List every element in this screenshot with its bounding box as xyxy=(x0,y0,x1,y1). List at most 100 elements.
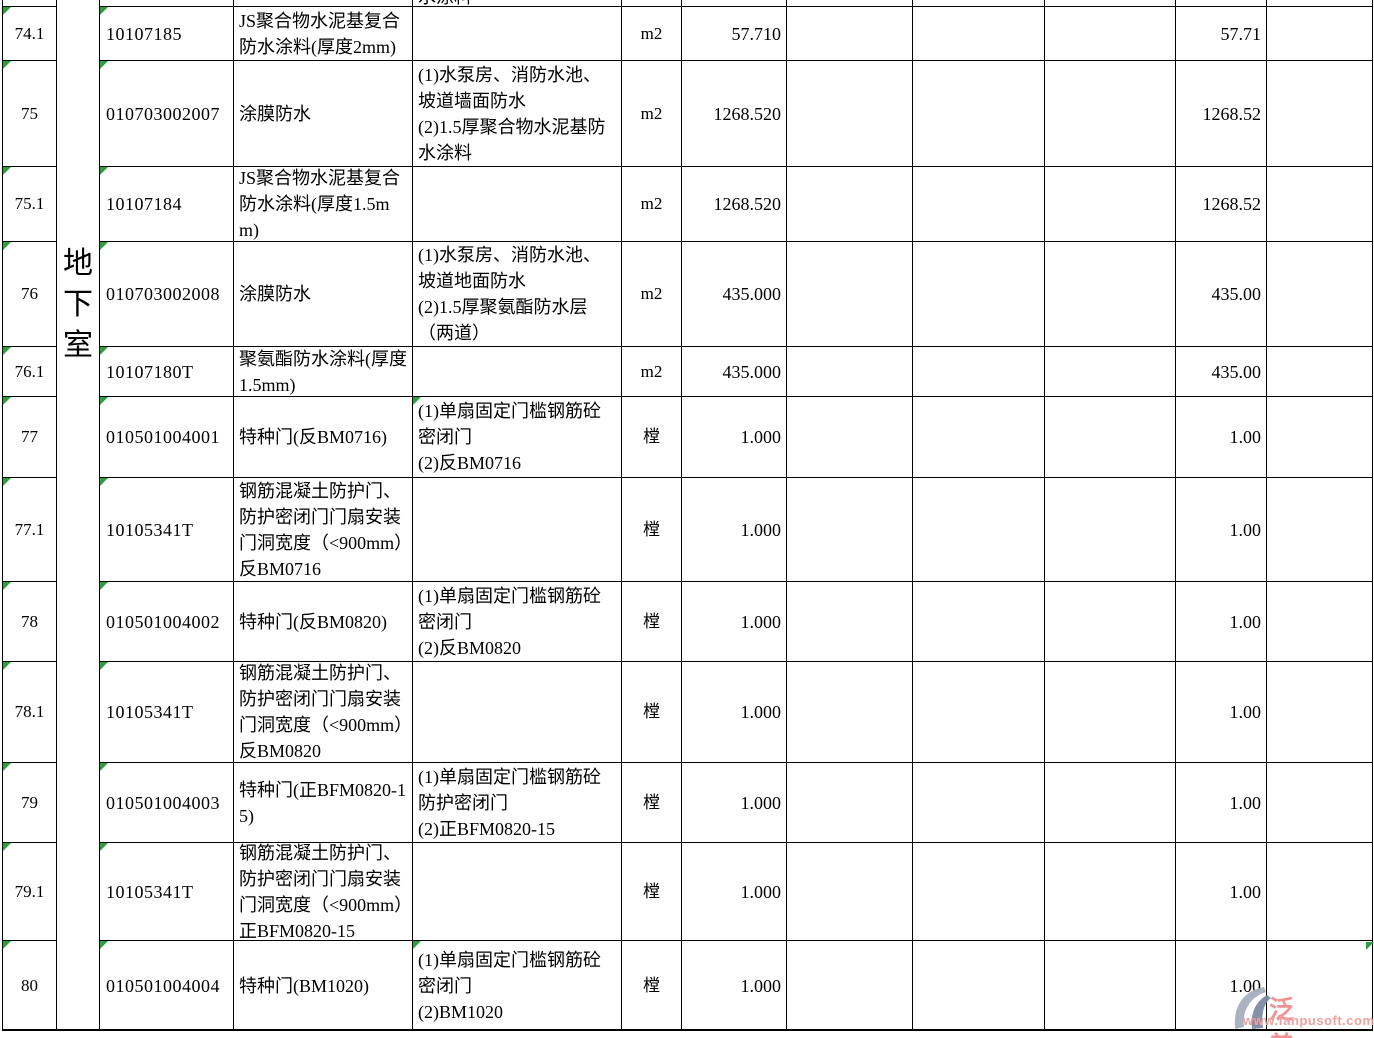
cell-unit[interactable]: m2 xyxy=(621,166,682,242)
cell-item-code[interactable]: 010501004002 xyxy=(99,581,234,662)
cell-item-name[interactable]: 钢筋混凝土防护门、防护密闭门门扇安装门洞宽度（<900mm）反BM0716 xyxy=(233,477,413,582)
cell-unit[interactable]: m2 xyxy=(621,60,682,167)
cell-final-quantity[interactable]: 1.00 xyxy=(1175,396,1267,478)
cell-row-number[interactable]: 79 xyxy=(2,762,57,843)
cell-empty[interactable] xyxy=(1044,581,1176,662)
cell-empty[interactable] xyxy=(1044,346,1176,397)
cell-item-name[interactable]: JS聚合物水泥基复合防水涂料(厚度2mm) xyxy=(233,6,413,61)
cell-final-quantity[interactable]: 1.00 xyxy=(1175,661,1267,763)
cell-row-number[interactable]: 75.1 xyxy=(2,166,57,242)
cell-item-code[interactable]: 10105341T xyxy=(99,842,234,941)
cell-item-description[interactable] xyxy=(412,166,622,242)
section-merged-cell[interactable]: 地下室 xyxy=(56,0,100,1031)
cell-item-description[interactable]: (1)水泵房、消防水池、坡道墙面防水 (2)1.5厚聚合物水泥基防水涂料 xyxy=(412,60,622,167)
cell-empty[interactable] xyxy=(1044,241,1176,347)
cell-item-name[interactable]: 涂膜防水 xyxy=(233,241,413,347)
cell-item-description[interactable]: (1)单扇固定门槛钢筋砼密闭门 (2)反BM0820 xyxy=(412,581,622,662)
cell-item-description[interactable] xyxy=(412,477,622,582)
cell-quantity[interactable]: 1.000 xyxy=(681,477,787,582)
cell-quantity[interactable]: 1.000 xyxy=(681,940,787,1031)
cell-final-quantity[interactable]: 57.71 xyxy=(1175,6,1267,61)
cell-unit[interactable]: 樘 xyxy=(621,661,682,763)
cell-unit[interactable]: 樘 xyxy=(621,762,682,843)
cell-final-quantity[interactable]: 1268.52 xyxy=(1175,60,1267,167)
cell-final-quantity[interactable]: 435.00 xyxy=(1175,241,1267,347)
cell-empty[interactable] xyxy=(1044,6,1176,61)
cell-quantity[interactable]: 1.000 xyxy=(681,842,787,941)
cell-empty[interactable] xyxy=(786,581,913,662)
cell-final-quantity[interactable]: 1268.52 xyxy=(1175,166,1267,242)
cell-item-name[interactable]: 特种门(正BFM0820-15) xyxy=(233,762,413,843)
cell-empty[interactable] xyxy=(786,60,913,167)
cell-empty[interactable] xyxy=(1044,477,1176,582)
cell-unit[interactable]: 樘 xyxy=(621,940,682,1031)
cell-empty[interactable] xyxy=(912,6,1045,61)
cell-unit[interactable]: m2 xyxy=(621,6,682,61)
cell-cutoff[interactable] xyxy=(1266,762,1373,843)
cell-empty[interactable] xyxy=(1044,661,1176,763)
cell-quantity[interactable]: 57.710 xyxy=(681,6,787,61)
cell-item-name[interactable]: 特种门(反BM0820) xyxy=(233,581,413,662)
cell-quantity[interactable]: 435.000 xyxy=(681,241,787,347)
cell-empty[interactable] xyxy=(912,661,1045,763)
cell-item-code[interactable]: 010501004004 xyxy=(99,940,234,1031)
cell-cutoff[interactable] xyxy=(1266,346,1373,397)
cell-unit[interactable]: m2 xyxy=(621,346,682,397)
cell-cutoff[interactable] xyxy=(1266,396,1373,478)
cell-cutoff[interactable] xyxy=(1266,661,1373,763)
cell-empty[interactable] xyxy=(786,940,913,1031)
cell-empty[interactable] xyxy=(786,396,913,478)
cell-row-number[interactable]: 77 xyxy=(2,396,57,478)
cell-final-quantity[interactable]: 1.00 xyxy=(1175,581,1267,662)
cell-empty[interactable] xyxy=(912,60,1045,167)
cell-quantity[interactable]: 1.000 xyxy=(681,581,787,662)
cell-quantity[interactable]: 435.000 xyxy=(681,346,787,397)
cell-item-code[interactable]: 10107185 xyxy=(99,6,234,61)
cell-empty[interactable] xyxy=(1044,166,1176,242)
cell-empty[interactable] xyxy=(912,166,1045,242)
cell-item-name[interactable]: 特种门(反BM0716) xyxy=(233,396,413,478)
cell-item-code[interactable]: 10105341T xyxy=(99,661,234,763)
cell-quantity[interactable]: 1.000 xyxy=(681,661,787,763)
cell-empty[interactable] xyxy=(912,940,1045,1031)
cell-item-code[interactable]: 10105341T xyxy=(99,477,234,582)
cell-unit[interactable]: m2 xyxy=(621,241,682,347)
cell-cutoff[interactable] xyxy=(1266,581,1373,662)
cell-empty[interactable] xyxy=(1044,842,1176,941)
cell-empty[interactable] xyxy=(1044,60,1176,167)
cell-empty[interactable] xyxy=(912,241,1045,347)
cell-item-name[interactable]: JS聚合物水泥基复合防水涂料(厚度1.5mm) xyxy=(233,166,413,242)
cell-empty[interactable] xyxy=(912,581,1045,662)
cell-empty[interactable] xyxy=(786,842,913,941)
cell-unit[interactable]: 樘 xyxy=(621,396,682,478)
cell-item-description[interactable]: (1)水泵房、消防水池、坡道地面防水 (2)1.5厚聚氨酯防水层（两道） xyxy=(412,241,622,347)
cell-cutoff[interactable] xyxy=(1266,60,1373,167)
cell-empty[interactable] xyxy=(912,762,1045,843)
cell-item-code[interactable]: 010501004003 xyxy=(99,762,234,843)
cell-row-number[interactable]: 75 xyxy=(2,60,57,167)
cell-empty[interactable] xyxy=(912,842,1045,941)
cell-cutoff[interactable] xyxy=(1266,166,1373,242)
cell-empty[interactable] xyxy=(786,477,913,582)
cell-item-code[interactable]: 010501004001 xyxy=(99,396,234,478)
cell-empty[interactable] xyxy=(786,661,913,763)
cell-empty[interactable] xyxy=(1044,762,1176,843)
cell-empty[interactable] xyxy=(786,241,913,347)
cell-item-description[interactable]: (1)单扇固定门槛钢筋砼防护密闭门 (2)正BFM0820-15 xyxy=(412,762,622,843)
cell-empty[interactable] xyxy=(912,396,1045,478)
cell-cutoff[interactable] xyxy=(1266,842,1373,941)
cell-final-quantity[interactable]: 1.00 xyxy=(1175,842,1267,941)
cell-final-quantity[interactable]: 1.00 xyxy=(1175,762,1267,843)
cell-unit[interactable]: 樘 xyxy=(621,842,682,941)
cell-quantity[interactable]: 1268.520 xyxy=(681,60,787,167)
cell-quantity[interactable]: 1268.520 xyxy=(681,166,787,242)
cell-empty[interactable] xyxy=(912,477,1045,582)
cell-empty[interactable] xyxy=(1044,940,1176,1031)
cell-final-quantity[interactable]: 1.00 xyxy=(1175,477,1267,582)
cell-row-number[interactable]: 79.1 xyxy=(2,842,57,941)
cell-item-name[interactable]: 聚氨酯防水涂料(厚度1.5mm) xyxy=(233,346,413,397)
cell-quantity[interactable]: 1.000 xyxy=(681,762,787,843)
cell-item-description[interactable]: (1)单扇固定门槛钢筋砼密闭门 (2)反BM0716 xyxy=(412,396,622,478)
cell-unit[interactable]: 樘 xyxy=(621,477,682,582)
cell-row-number[interactable]: 76 xyxy=(2,241,57,347)
